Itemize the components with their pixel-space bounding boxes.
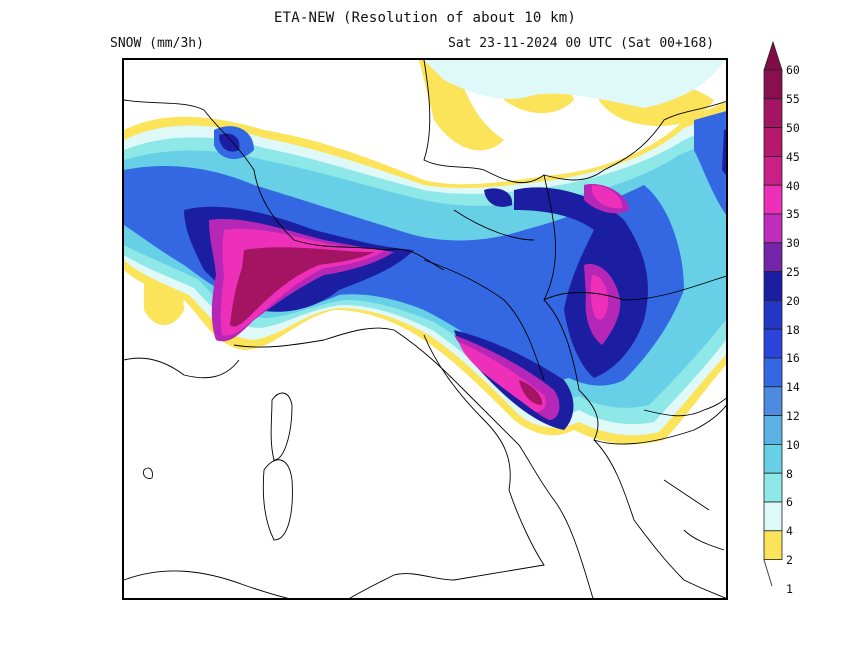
colorbar-label: 1 [786, 582, 793, 596]
variable-label: SNOW (mm/3h) [110, 36, 204, 51]
colorbar-label: 40 [786, 179, 800, 193]
colorbar-label: 12 [786, 409, 800, 423]
forecast-map [122, 58, 728, 600]
colorbar-underflow-tick [763, 559, 773, 587]
colorbar-legend: 60 55 50 45 40 35 30 25 20 18 16 14 12 1… [756, 38, 836, 618]
colorbar-scale [763, 40, 783, 587]
colorbar-label: 35 [786, 207, 800, 221]
colorbar-label: 25 [786, 265, 800, 279]
colorbar-label: 60 [786, 63, 800, 77]
colorbar-label: 50 [786, 121, 800, 135]
colorbar-label: 20 [786, 294, 800, 308]
valid-time-label: Sat 23-11-2024 00 UTC (Sat 00+168) [448, 36, 715, 51]
colorbar-overflow-arrow [763, 40, 783, 71]
colorbar-label: 4 [786, 524, 793, 538]
colorbar-label: 10 [786, 438, 800, 452]
colorbar-label: 2 [786, 553, 793, 567]
chart-title: ETA-NEW (Resolution of about 10 km) [273, 10, 576, 26]
colorbar-label: 8 [786, 467, 793, 481]
colorbar-label: 30 [786, 236, 800, 250]
colorbar-label: 14 [786, 380, 800, 394]
snowfall-field [124, 60, 726, 598]
colorbar-label: 16 [786, 351, 800, 365]
colorbar-label: 18 [786, 323, 800, 337]
colorbar-label: 45 [786, 150, 800, 164]
colorbar-label: 6 [786, 495, 793, 509]
colorbar-label: 55 [786, 92, 800, 106]
